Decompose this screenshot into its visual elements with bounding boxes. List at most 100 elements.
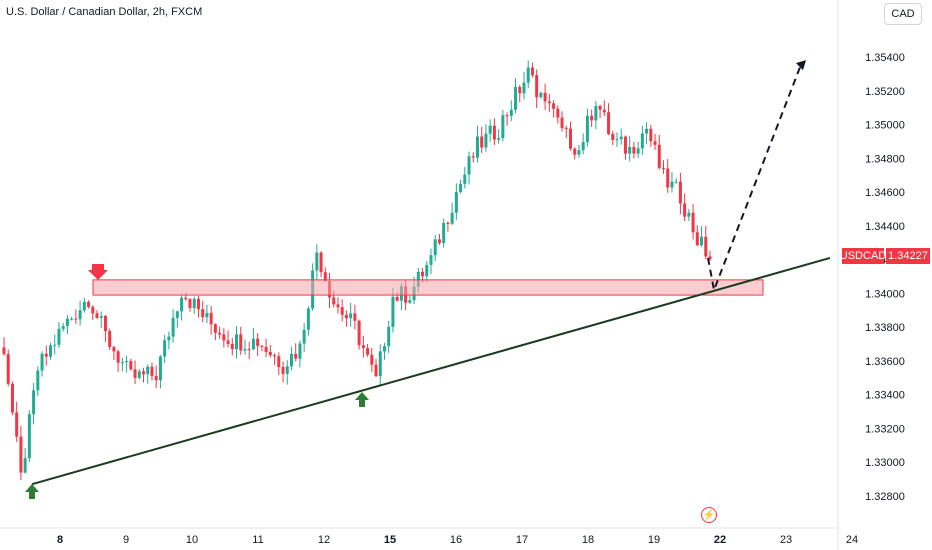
candle-body [99, 316, 103, 318]
time-tick-label: 12 [318, 534, 330, 546]
candle-body [256, 338, 260, 346]
candle-body [581, 141, 585, 151]
candle-body [450, 212, 454, 224]
candle-body [649, 128, 653, 142]
price-tick-label: 1.34800 [865, 153, 905, 165]
candle-body [281, 366, 285, 374]
price-tick-label: 1.33800 [865, 322, 905, 334]
candle-body [95, 313, 99, 318]
candle-body [514, 87, 518, 110]
candle-body [556, 108, 560, 118]
candle-body [247, 349, 251, 351]
candle-body [437, 239, 441, 244]
candle-body [657, 144, 661, 168]
candle-body [184, 297, 188, 300]
candle-body [653, 141, 657, 145]
candle-body [235, 334, 239, 350]
candle-body [607, 112, 611, 135]
candle-body [366, 348, 370, 355]
candle-body [518, 87, 522, 94]
candle-body [429, 255, 433, 265]
candle-body [353, 313, 357, 321]
lightning-icon[interactable]: ⚡ [701, 507, 717, 523]
candle-body [492, 125, 496, 140]
candle-body [36, 370, 40, 391]
candle-body [674, 181, 678, 183]
candle-body [277, 356, 281, 367]
candle-body [560, 117, 564, 128]
price-tick-label: 1.32800 [865, 491, 905, 503]
candle-body [336, 304, 340, 308]
candle-body [2, 347, 6, 355]
candle-body [585, 115, 589, 142]
candle-body [294, 353, 298, 359]
candle-body [91, 306, 95, 314]
candle-body [192, 298, 196, 308]
candle-body [163, 340, 167, 357]
candle-body [70, 318, 74, 320]
candle-body [175, 311, 179, 318]
candle-body [522, 82, 526, 94]
candle-body [636, 148, 640, 154]
candle-body [268, 352, 272, 356]
candle-body [421, 271, 425, 277]
candle-body [137, 371, 141, 378]
price-tick-label: 1.33000 [865, 457, 905, 469]
candle-body [678, 181, 682, 204]
symbol-price-tag: USDCAD [839, 248, 887, 264]
candle-body [640, 133, 644, 149]
candle-body [467, 156, 471, 175]
candle-body [154, 375, 158, 381]
candle-body [590, 115, 594, 121]
candle-body [264, 346, 268, 353]
candle-body [289, 353, 293, 367]
candle-body [332, 297, 336, 305]
candle-body [61, 326, 65, 329]
up-arrow-marker [25, 484, 39, 499]
candle-body [670, 181, 674, 188]
candle-body [433, 239, 437, 256]
candle-body [226, 340, 230, 344]
candle-body [577, 150, 581, 155]
time-tick-label: 10 [186, 534, 198, 546]
price-tick-label: 1.34400 [865, 221, 905, 233]
candle-body [683, 203, 687, 217]
candle-body [323, 272, 327, 282]
candle-body [239, 334, 243, 351]
candle-body [602, 109, 606, 113]
candle-body [133, 369, 137, 378]
currency-button[interactable]: CAD [884, 3, 922, 25]
price-tick-label: 1.33600 [865, 356, 905, 368]
candle-body [442, 222, 446, 244]
candle-body [509, 109, 513, 116]
candle-body [260, 345, 264, 347]
candle-body [480, 136, 484, 148]
candle-body [543, 92, 547, 102]
candle-body [53, 344, 57, 346]
candle-body [632, 147, 636, 154]
candle-body [230, 343, 234, 350]
candle-body [19, 436, 23, 473]
candle-body [298, 343, 302, 359]
time-tick-label: 11 [252, 534, 263, 546]
candle-body [471, 156, 475, 158]
up-arrow-marker [355, 392, 369, 407]
candle-body [49, 345, 53, 357]
candle-body [142, 371, 146, 375]
candle-body [78, 310, 82, 320]
candle-body [594, 105, 598, 121]
candle-body [167, 336, 171, 341]
candle-body [378, 351, 382, 377]
price-tick-label: 1.33200 [865, 423, 905, 435]
candle-body [446, 222, 450, 224]
candle-body [340, 307, 344, 315]
candle-body [306, 308, 310, 330]
chart-title: U.S. Dollar / Canadian Dollar, 2h, FXCM [6, 6, 203, 18]
time-tick-label: 16 [450, 534, 462, 546]
candle-body [623, 136, 627, 154]
candle-body [357, 320, 361, 346]
candle-body [74, 318, 78, 320]
candle-body [695, 232, 699, 246]
projection-path [707, 61, 803, 294]
